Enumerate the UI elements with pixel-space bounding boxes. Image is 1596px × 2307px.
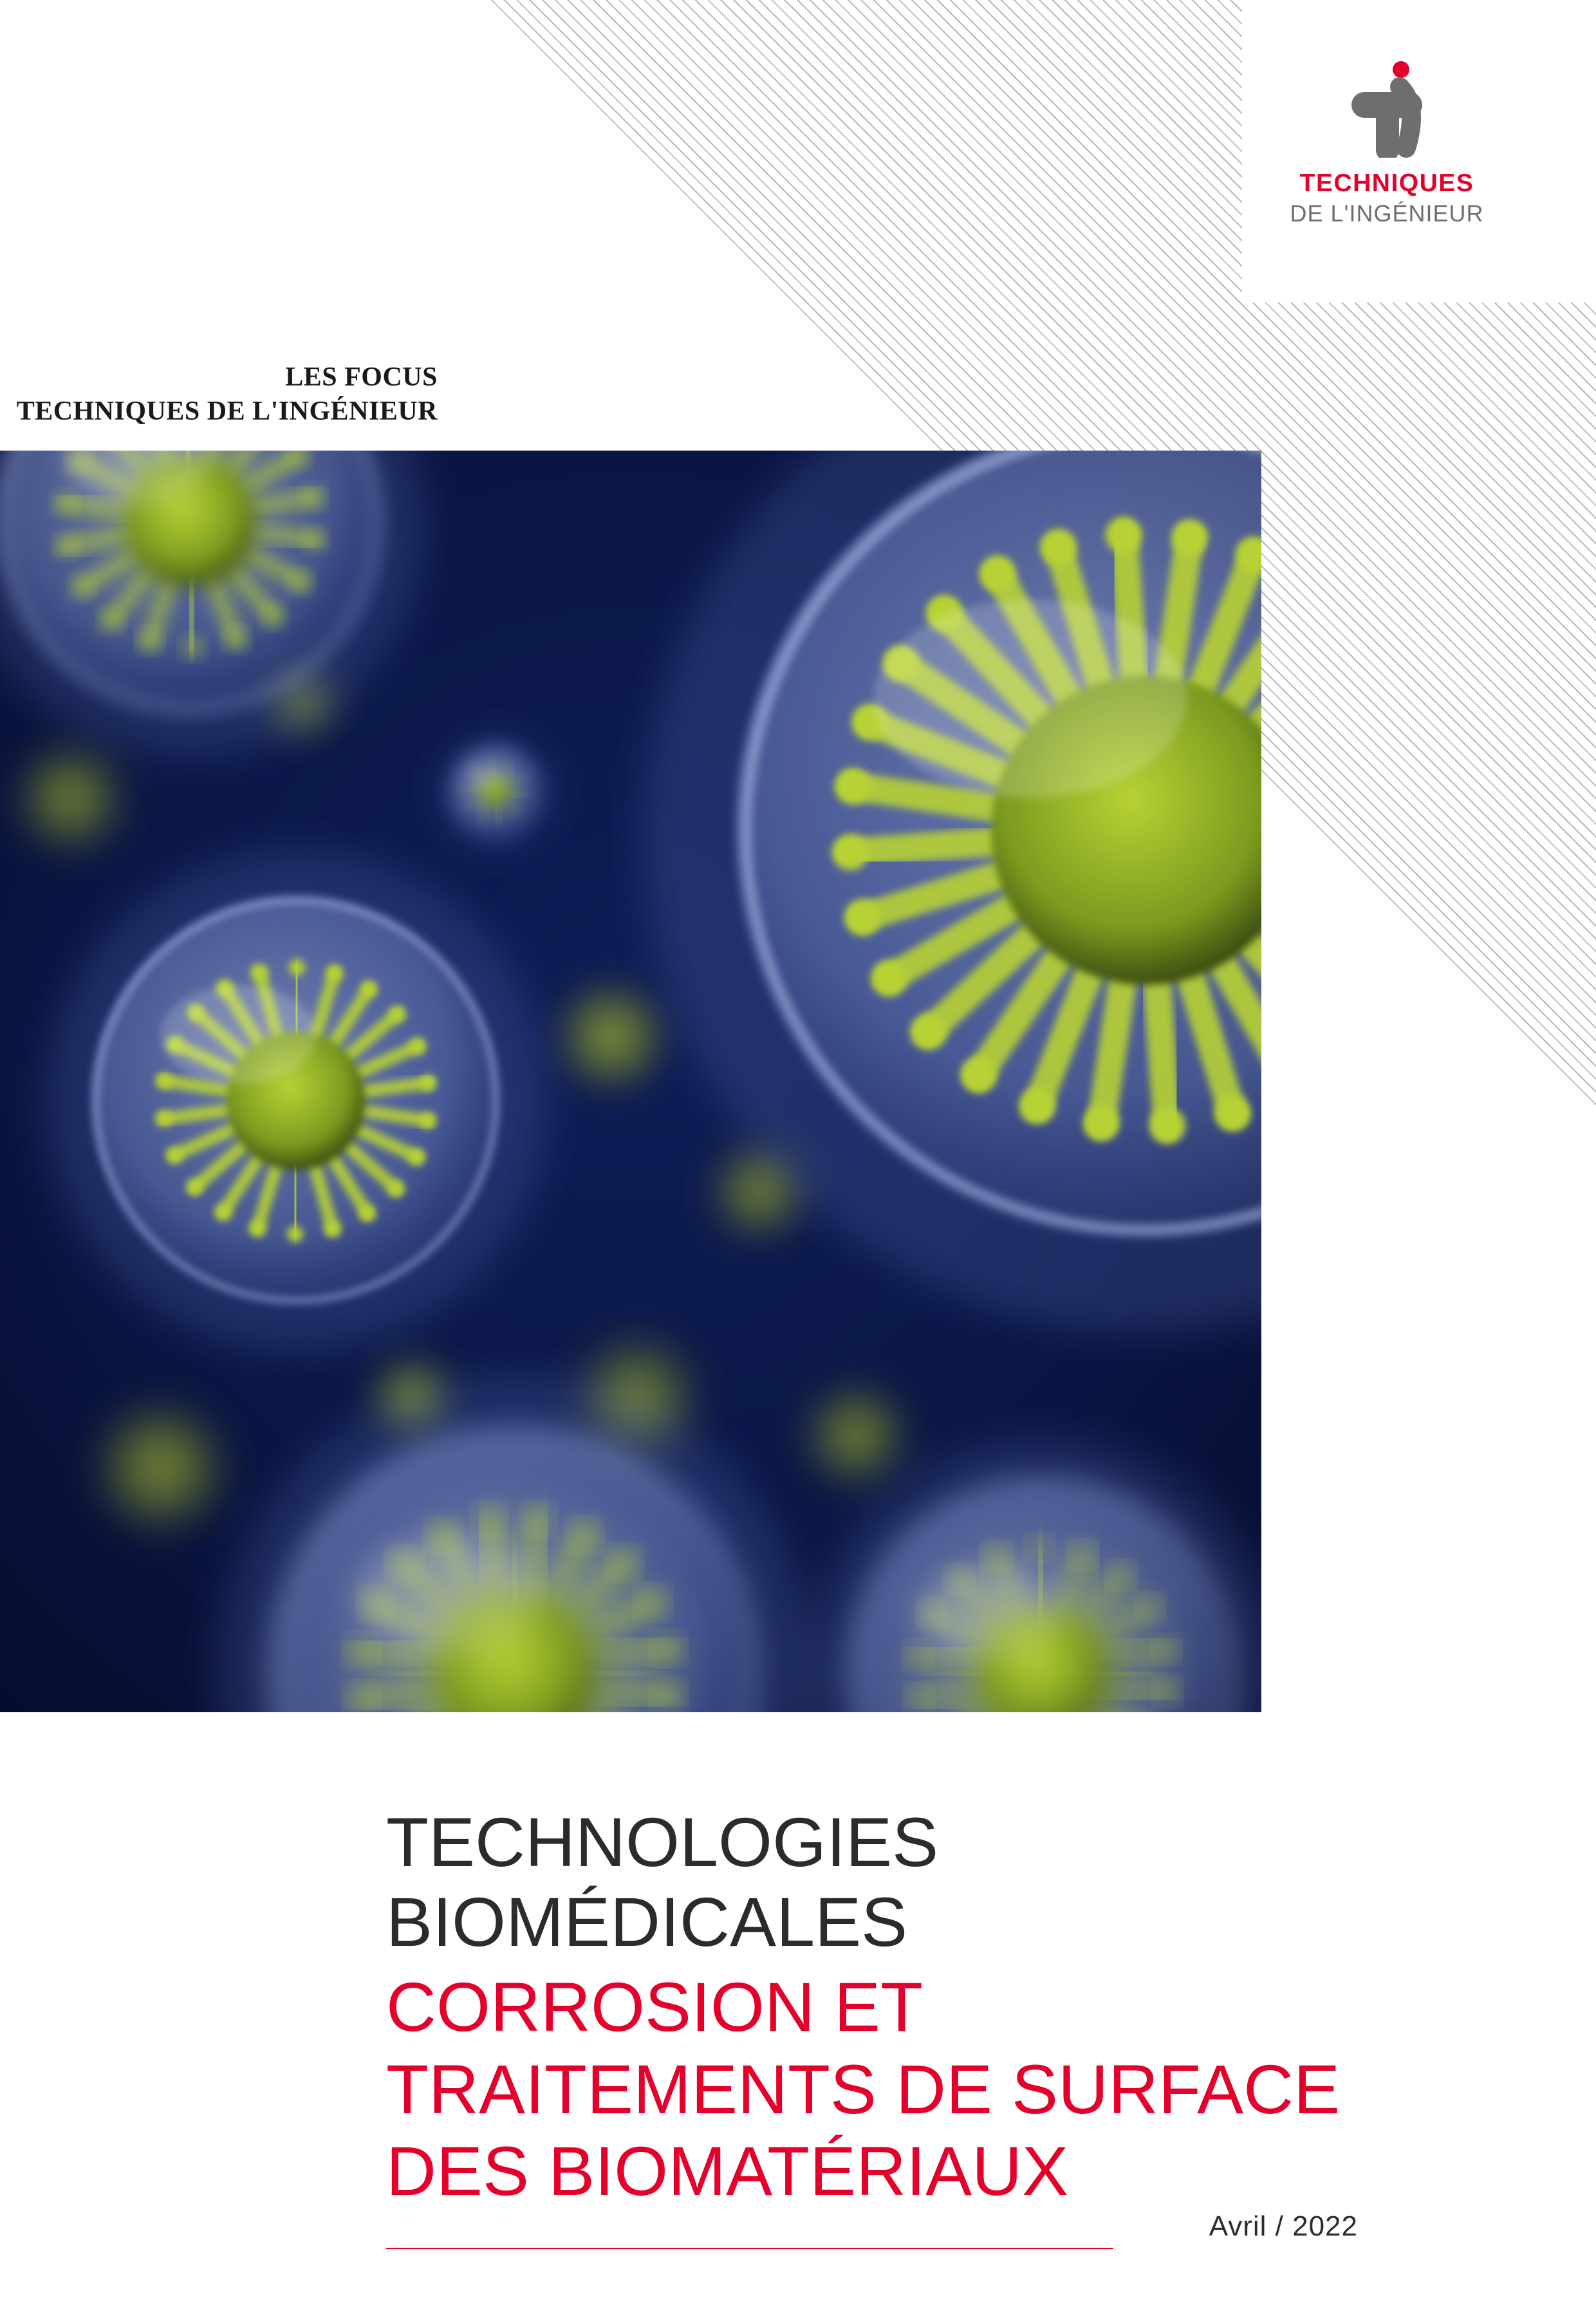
publication-date: Avril / 2022 bbox=[1209, 2210, 1358, 2243]
logo-mark-icon bbox=[1339, 61, 1435, 158]
section-label-line1: LES FOCUS bbox=[0, 360, 438, 395]
hero-image bbox=[0, 451, 1261, 1712]
logo-text-line2: DE L'INGÉNIEUR bbox=[1281, 200, 1493, 227]
cells-illustration bbox=[0, 451, 1261, 1712]
logo-text-line1: TECHNIQUES bbox=[1281, 169, 1493, 198]
ti-logo-icon bbox=[1339, 61, 1435, 158]
publisher-logo: TECHNIQUES DE L'INGÉNIEUR bbox=[1281, 61, 1493, 227]
title-underline bbox=[386, 2248, 1113, 2249]
title-main: CORROSION ET TRAITEMENTS DE SURFACE DES … bbox=[386, 1966, 1422, 2212]
section-label-line2: TECHNIQUES DE L'INGÉNIEUR bbox=[0, 395, 438, 429]
title-category: TECHNOLOGIES BIOMÉDICALES bbox=[386, 1802, 1422, 1962]
section-label: LES FOCUS TECHNIQUES DE L'INGÉNIEUR bbox=[0, 360, 438, 428]
title-block: TECHNOLOGIES BIOMÉDICALES CORROSION ET T… bbox=[348, 1719, 1493, 2307]
